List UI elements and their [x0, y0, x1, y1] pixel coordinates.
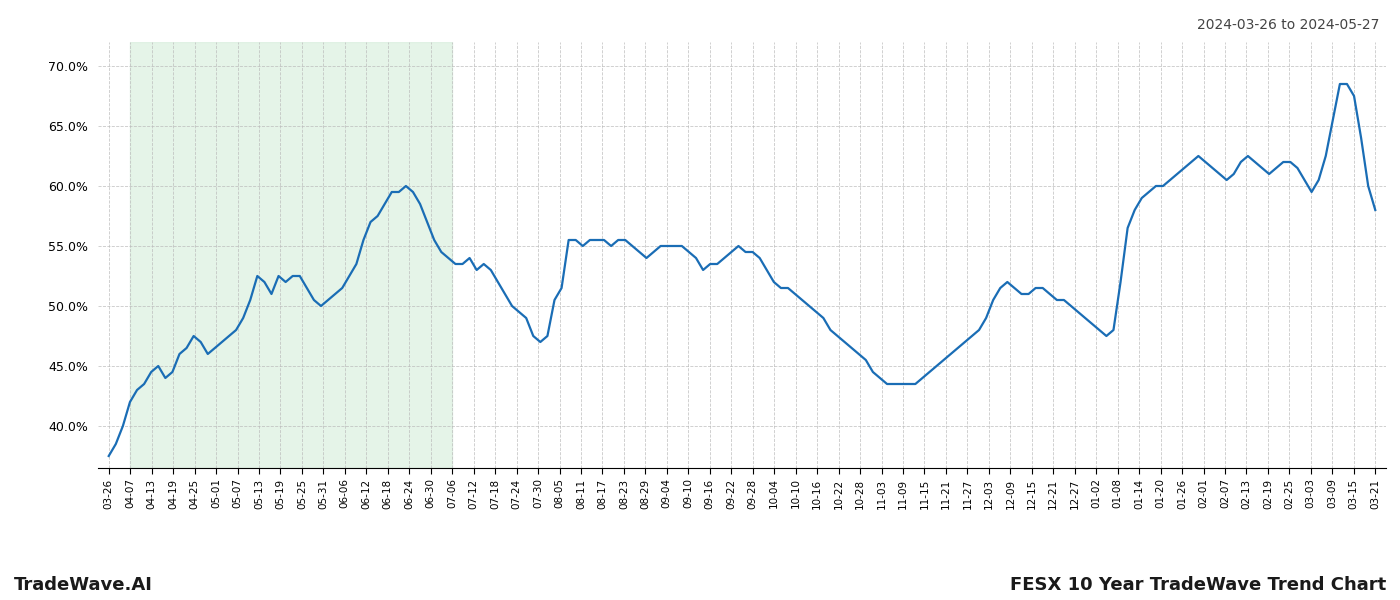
Bar: [130, 42, 452, 468]
Text: TradeWave.AI: TradeWave.AI: [14, 576, 153, 594]
Text: 2024-03-26 to 2024-05-27: 2024-03-26 to 2024-05-27: [1197, 18, 1379, 32]
Text: FESX 10 Year TradeWave Trend Chart: FESX 10 Year TradeWave Trend Chart: [1009, 576, 1386, 594]
